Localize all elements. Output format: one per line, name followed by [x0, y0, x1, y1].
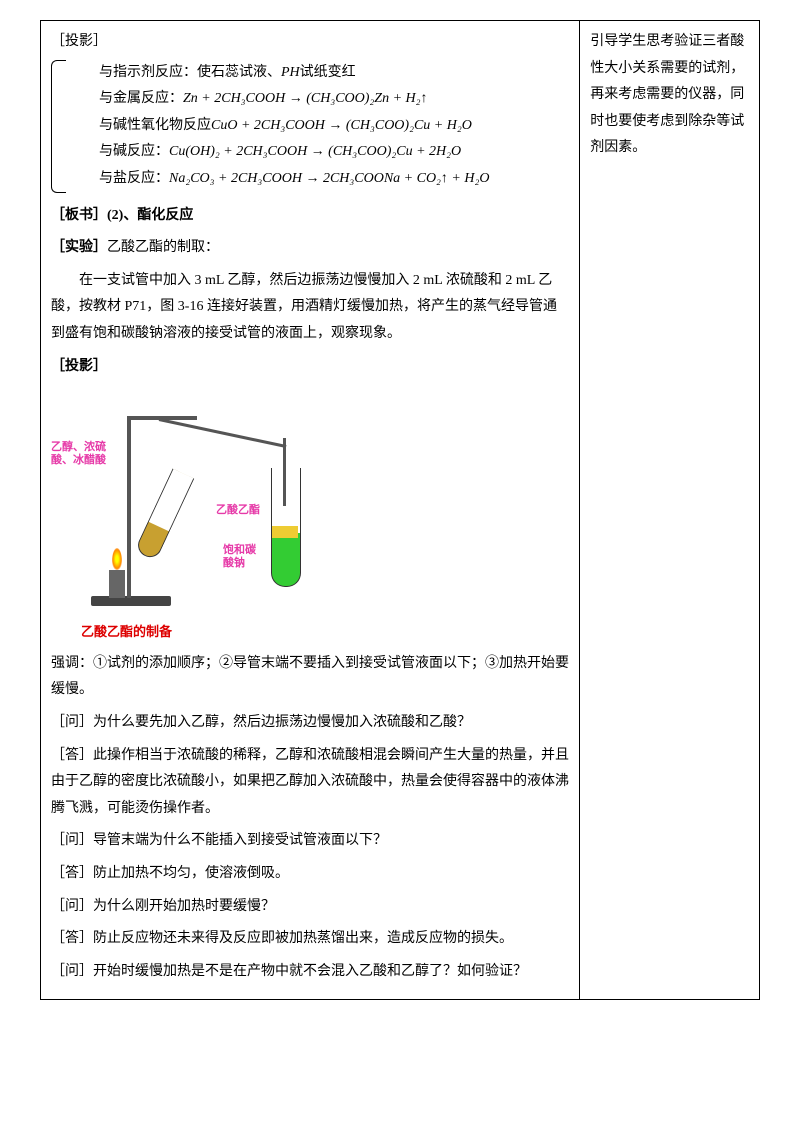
- a1: ［答］此操作相当于浓硫酸的稀释，乙醇和浓硫酸相混会瞬间产生大量的热量，并且由于乙…: [51, 743, 569, 823]
- q2: ［问］导管末端为什么不能插入到接受试管液面以下？: [51, 828, 569, 855]
- a2: ［答］防止加热不均匀，使溶液倒吸。: [51, 861, 569, 888]
- a3: ［答］防止反应物还未来得及反应即被加热蒸馏出来，造成反应物的损失。: [51, 926, 569, 953]
- burner: [109, 570, 125, 598]
- reaction-indicator: 与指示剂反应：使石蕊试液、PH试纸变红: [99, 60, 569, 87]
- flame-icon: [112, 548, 122, 570]
- emphasis-text: 强调：①试剂的添加顺序；②导管末端不要插入到接受试管液面以下；③加热开始要缓慢。: [51, 651, 569, 704]
- reaction-salt: 与盐反应：Na₂CO₃ + 2CH₃COOH → 2CH₃COONa + CO₂…: [99, 166, 569, 193]
- experiment-body: 在一支试管中加入 3 mL 乙醇，然后边振荡边慢慢加入 2 mL 浓硫酸和 2 …: [51, 268, 569, 348]
- reaction-base: 与碱反应：Cu(OH)₂ + 2CH₃COOH → (CH₃COO)₂Cu + …: [99, 139, 569, 166]
- label-soda: 饱和碳酸钠: [223, 544, 267, 570]
- ester-layer: [272, 526, 298, 538]
- left-brace: [51, 60, 66, 193]
- stand-base: [91, 596, 171, 606]
- projection-label-1: ［投影］: [51, 29, 569, 56]
- reactions-group: 与指示剂反应：使石蕊试液、PH试纸变红 与金属反应：Zn + 2CH₃COOH …: [51, 60, 569, 193]
- label-reagent-mix: 乙醇、浓硫酸、冰醋酸: [51, 441, 119, 467]
- experiment-heading: ［实验］乙酸乙酯的制取：: [51, 235, 569, 262]
- label-ester: 乙酸乙酯: [216, 504, 260, 517]
- apparatus-caption: 乙酸乙酯的制备: [81, 620, 569, 645]
- experiment-label: ［实验］: [51, 240, 107, 255]
- q1: ［问］为什么要先加入乙醇，然后边振荡边慢慢加入浓硫酸和乙酸？: [51, 710, 569, 737]
- q4: ［问］开始时缓慢加热是不是在产物中就不会混入乙酸和乙醇了？如何验证？: [51, 959, 569, 986]
- reaction-metal: 与金属反应：Zn + 2CH₃COOH → (CH₃COO)₂Zn + H₂↑: [99, 86, 569, 113]
- projection-label-2: ［投影］: [51, 354, 569, 381]
- apparatus-diagram: 乙醇、浓硫酸、冰醋酸 乙酸乙酯 饱和碳酸钠: [51, 386, 371, 616]
- teacher-guidance: 引导学生思考验证三者酸性大小关系需要的试剂，再来考虑需要的仪器，同时也要使考虑到…: [590, 29, 749, 162]
- board-label: ［板书］(2)、酯化反应: [51, 203, 569, 230]
- experiment-title: 乙酸乙酯的制取：: [107, 240, 219, 255]
- side-note-cell: 引导学生思考验证三者酸性大小关系需要的试剂，再来考虑需要的仪器，同时也要使考虑到…: [580, 21, 760, 1000]
- delivery-tube-h: [159, 418, 287, 448]
- q3: ［问］为什么刚开始加热时要缓慢？: [51, 894, 569, 921]
- reaction-basic-oxide: 与碱性氧化物反应CuO + 2CH₃COOH → (CH₃COO)₂Cu + H…: [99, 113, 569, 140]
- layout-table: ［投影］ 与指示剂反应：使石蕊试液、PH试纸变红 与金属反应：Zn + 2CH₃…: [40, 20, 760, 1000]
- reaction-tube: [134, 469, 194, 562]
- stand-rod: [127, 418, 131, 598]
- main-content-cell: ［投影］ 与指示剂反应：使石蕊试液、PH试纸变红 与金属反应：Zn + 2CH₃…: [41, 21, 580, 1000]
